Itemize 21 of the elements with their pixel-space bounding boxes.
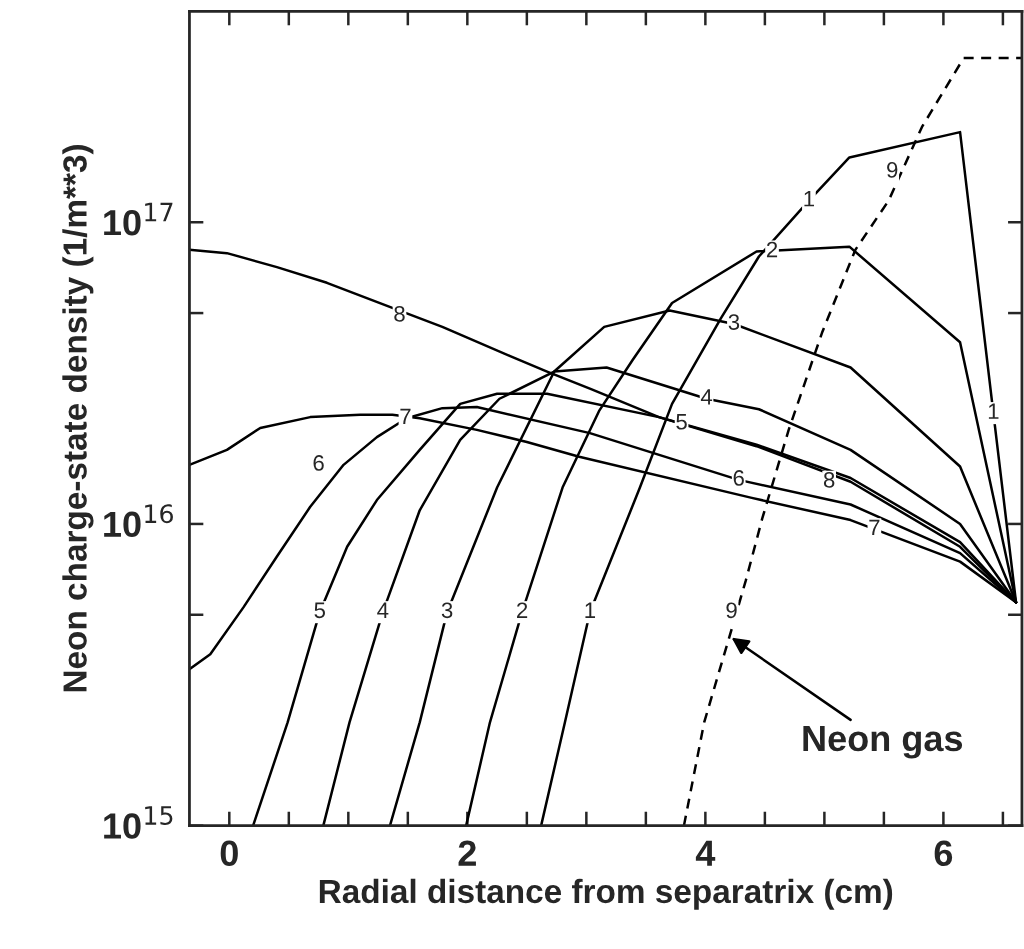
annotation: 5 <box>676 414 687 430</box>
annotation: 1 <box>988 403 999 419</box>
annotation: 1 <box>804 191 815 207</box>
x-axis-title: Radial distance from separatrix (cm) <box>319 878 893 910</box>
annotation: 9 <box>726 602 737 619</box>
annotation: 1 <box>585 602 596 618</box>
x-tick-label: 4 <box>695 840 716 866</box>
annotation: 8 <box>823 471 835 488</box>
annotation: 9 <box>887 162 898 178</box>
x-tick-label: 2 <box>458 840 476 866</box>
annotation: Neon gas <box>803 726 963 759</box>
annotation: 2 <box>766 241 778 258</box>
x-tick-label: 6 <box>934 840 953 867</box>
annotation: 7 <box>869 519 880 536</box>
x-tick-label: 0 <box>220 840 238 867</box>
y-tick-label: 10$^{17}$ <box>104 202 173 236</box>
y-tick-label: 10$^{16}$ <box>104 504 173 538</box>
y-axis-title: Neon charge-state density (1/m**3) <box>62 145 94 692</box>
y-tick-label: 10$^{15}$ <box>104 806 173 839</box>
annotation: 8 <box>394 305 405 322</box>
annotation: 6 <box>313 455 324 471</box>
